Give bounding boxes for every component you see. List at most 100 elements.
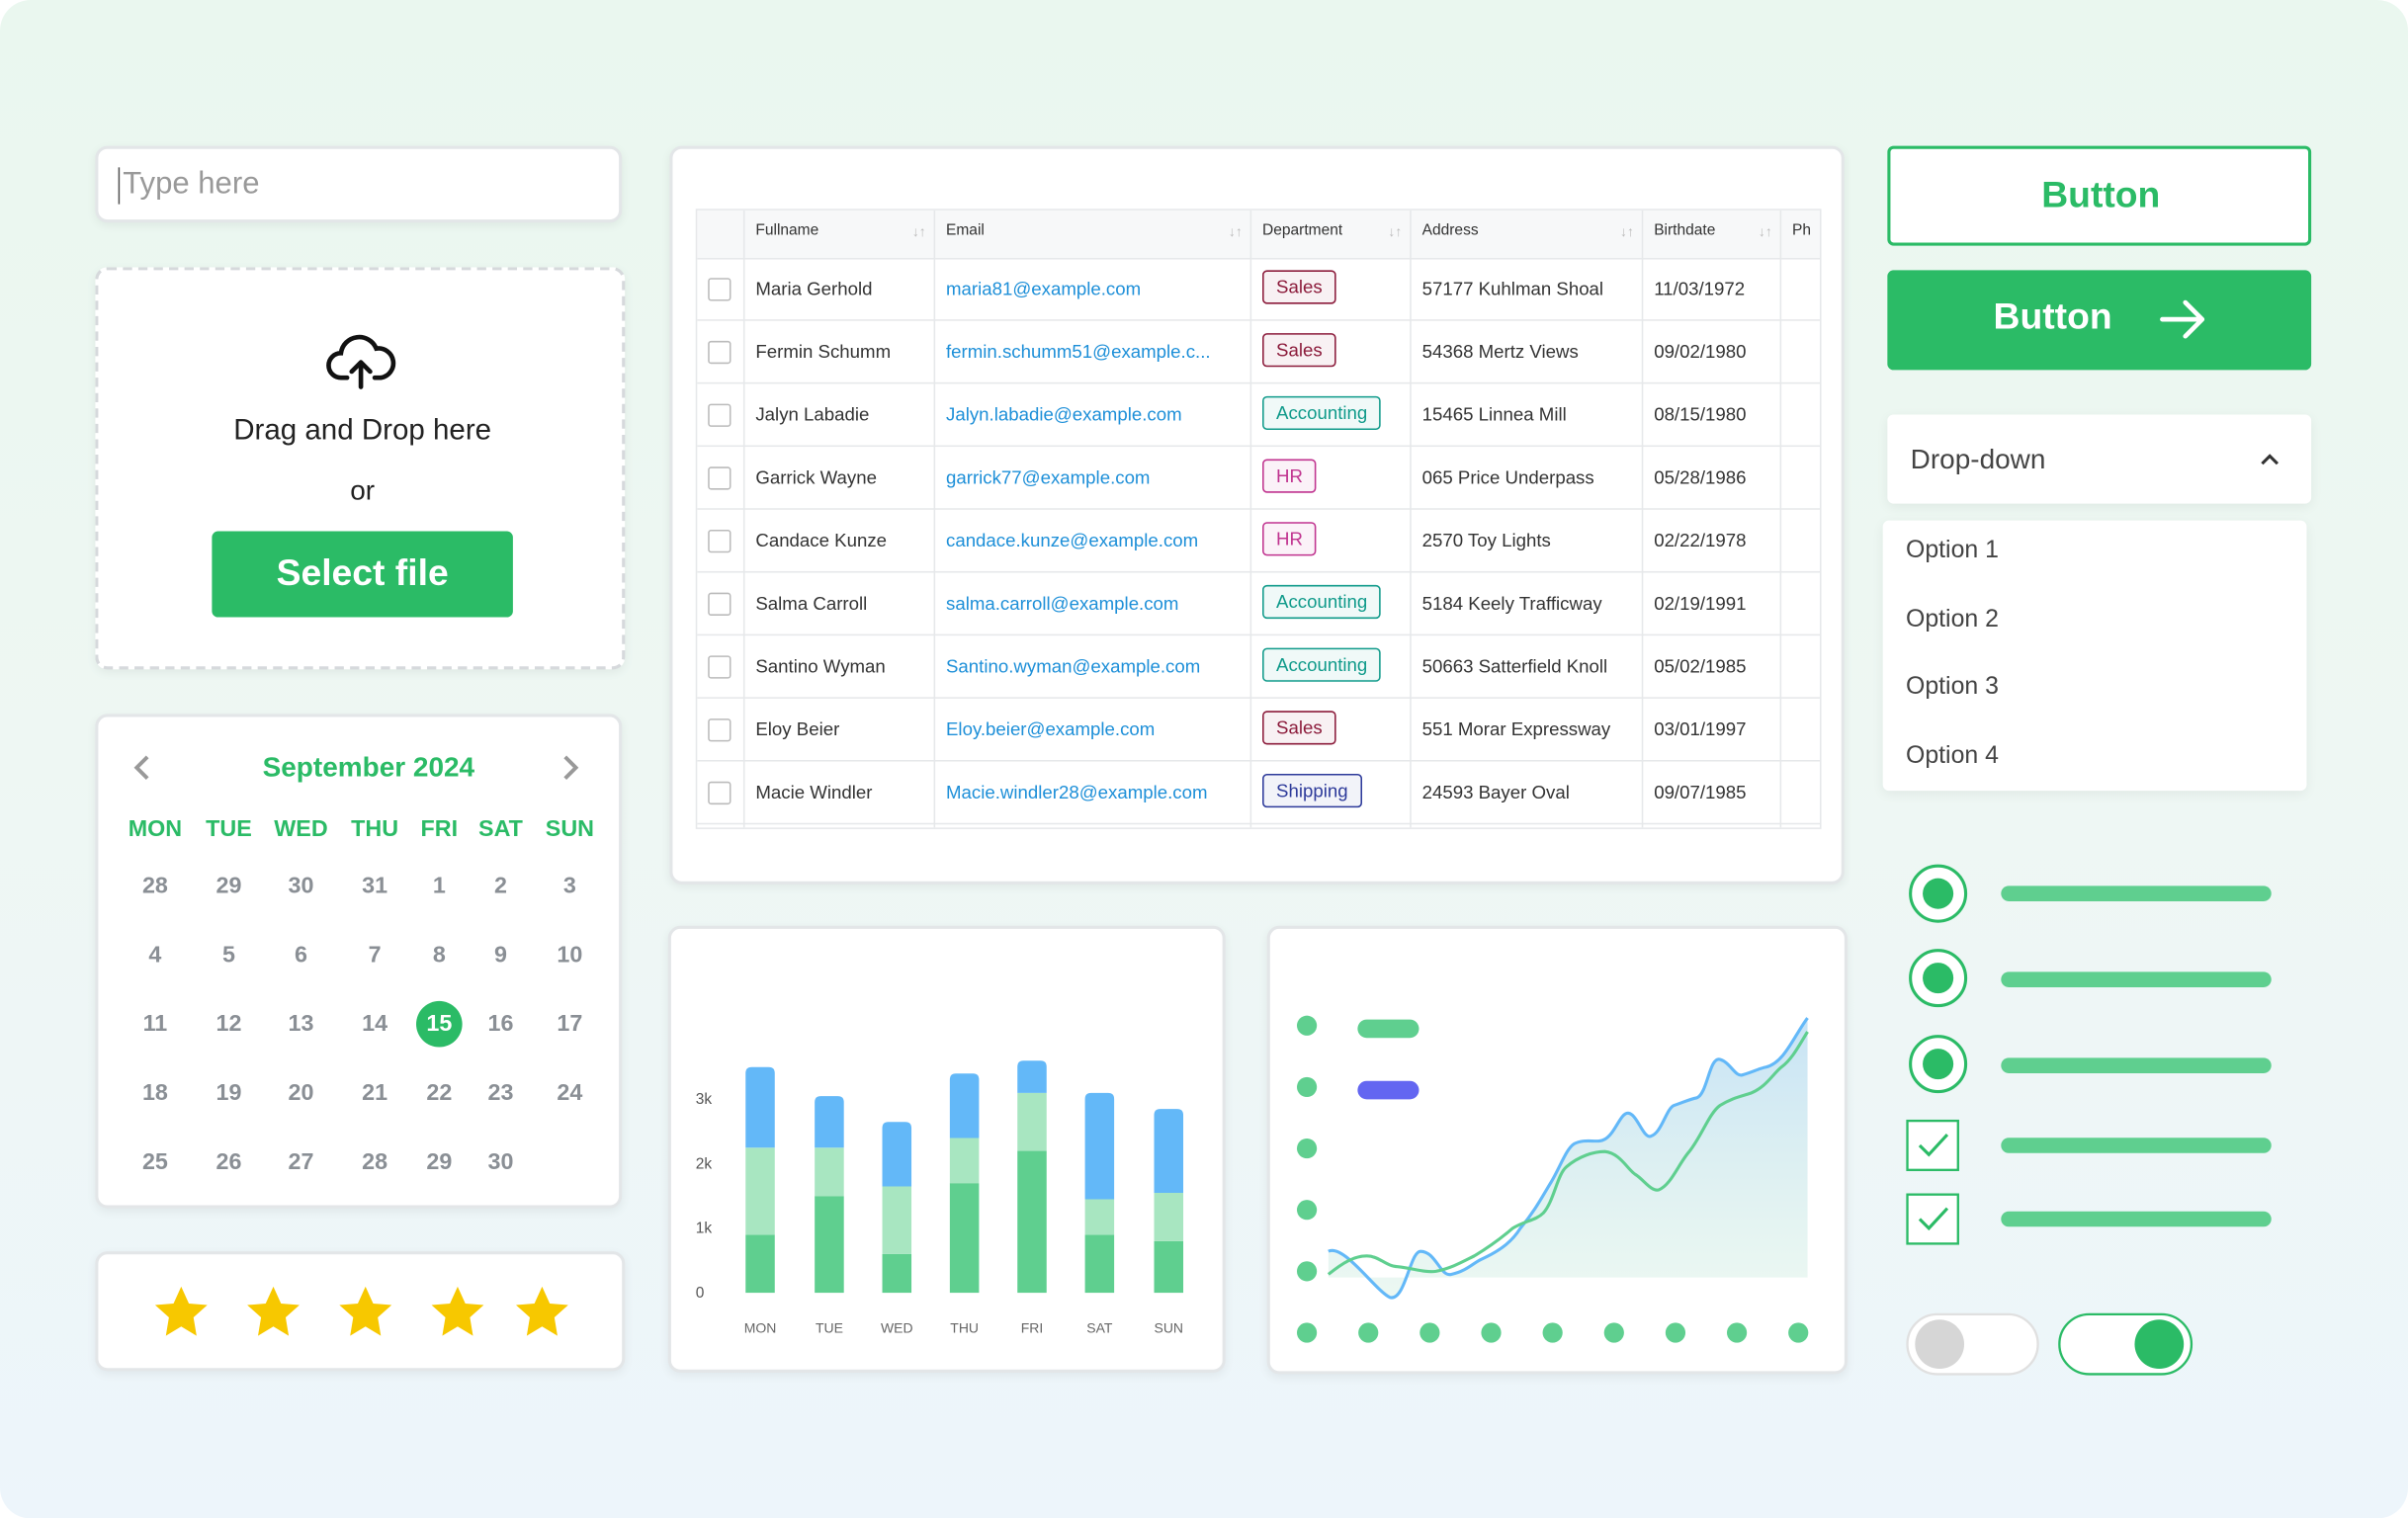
day[interactable]: 11 xyxy=(142,1011,168,1038)
department-badge: Accounting xyxy=(1262,647,1382,682)
row-checkbox[interactable] xyxy=(708,718,731,742)
upload-box[interactable]: Drag and Drop here or Select file xyxy=(95,267,626,670)
checkbox[interactable] xyxy=(1906,1193,1959,1245)
day[interactable]: 18 xyxy=(141,1079,168,1107)
column-header: Address xyxy=(1421,222,1479,240)
row-checkbox[interactable] xyxy=(708,340,731,365)
day[interactable]: 1 xyxy=(432,873,446,899)
weekday: TUE xyxy=(206,815,252,843)
bar-segment xyxy=(815,1196,844,1294)
department-badge: HR xyxy=(1262,459,1317,493)
text-input[interactable]: Type here xyxy=(95,145,623,223)
bar-segment xyxy=(745,1147,775,1235)
day[interactable]: 10 xyxy=(557,942,583,969)
star[interactable] xyxy=(431,1286,484,1336)
day[interactable]: 7 xyxy=(368,942,382,969)
day[interactable]: 3 xyxy=(562,873,576,899)
bar-segment xyxy=(1017,1060,1047,1093)
day[interactable]: 19 xyxy=(215,1079,242,1107)
filled-button[interactable]: Button xyxy=(1887,270,2312,371)
row-divider xyxy=(697,633,1820,636)
y-tick-label: 0 xyxy=(696,1285,705,1302)
day[interactable]: 9 xyxy=(493,942,507,969)
table-cell: 11/03/1972 xyxy=(1654,278,1746,299)
column-header: Department xyxy=(1262,222,1343,240)
radio[interactable] xyxy=(1909,949,1968,1008)
radio[interactable] xyxy=(1909,1035,1968,1094)
row-checkbox[interactable] xyxy=(708,781,731,805)
next-month[interactable] xyxy=(559,754,580,782)
day[interactable]: 28 xyxy=(362,1148,388,1176)
table-cell: 03/01/1997 xyxy=(1654,718,1747,740)
day[interactable]: 4 xyxy=(148,942,162,969)
y-tick-label: 3k xyxy=(696,1091,713,1108)
bar-segment xyxy=(949,1183,980,1294)
day[interactable]: 31 xyxy=(362,873,388,899)
day[interactable]: 30 xyxy=(487,1148,514,1176)
row-checkbox[interactable] xyxy=(708,655,731,679)
day[interactable]: 20 xyxy=(288,1079,314,1107)
day[interactable]: 6 xyxy=(295,942,307,969)
placeholder: Type here xyxy=(123,167,260,202)
outline-button[interactable]: Button xyxy=(1887,145,2312,246)
row-checkbox[interactable] xyxy=(708,466,731,490)
prev-month[interactable] xyxy=(132,754,154,782)
weekday: SAT xyxy=(478,815,523,843)
dropdown-option[interactable]: Option 3 xyxy=(1905,674,1999,702)
department-badge: Shipping xyxy=(1262,773,1362,808)
day[interactable]: 22 xyxy=(426,1079,453,1107)
star[interactable] xyxy=(247,1286,300,1336)
day[interactable]: 15 xyxy=(426,1011,453,1038)
day[interactable]: 24 xyxy=(557,1079,583,1107)
table-cell: 02/22/1978 xyxy=(1654,529,1747,551)
bar-segment xyxy=(745,1066,775,1148)
day[interactable]: 26 xyxy=(215,1148,242,1176)
day[interactable]: 21 xyxy=(362,1079,388,1107)
day[interactable]: 25 xyxy=(141,1148,168,1176)
star[interactable] xyxy=(154,1286,208,1336)
row-divider xyxy=(697,319,1820,321)
column-divider xyxy=(933,210,936,828)
table-cell: 5184 Keely Trafficway xyxy=(1421,592,1602,615)
x-tick-label: SAT xyxy=(1086,1319,1113,1335)
day[interactable]: 27 xyxy=(288,1148,314,1176)
table-cell: Fermin Schumm xyxy=(755,340,892,363)
x-tick-label: TUE xyxy=(816,1319,843,1335)
star[interactable] xyxy=(339,1286,392,1336)
row-checkbox[interactable] xyxy=(708,403,731,427)
day[interactable]: 30 xyxy=(288,873,314,899)
row-checkbox[interactable] xyxy=(708,529,731,553)
day[interactable]: 16 xyxy=(487,1011,514,1038)
dropdown-option[interactable]: Option 2 xyxy=(1905,606,1999,632)
star[interactable] xyxy=(515,1286,568,1336)
email: Macie.windler28@example.com xyxy=(945,781,1208,803)
row-checkbox[interactable] xyxy=(708,592,731,616)
checkbox[interactable] xyxy=(1906,1119,1959,1171)
day[interactable]: 5 xyxy=(222,942,235,969)
day[interactable]: 12 xyxy=(215,1011,242,1038)
row-checkbox[interactable] xyxy=(708,278,731,301)
day[interactable]: 29 xyxy=(426,1148,453,1176)
email: maria81@example.com xyxy=(945,278,1142,299)
day[interactable]: 14 xyxy=(362,1011,388,1038)
dropdown-option[interactable]: Option 4 xyxy=(1905,743,1999,770)
day[interactable]: 17 xyxy=(557,1011,583,1038)
day[interactable]: 29 xyxy=(215,873,242,899)
dropdown-option[interactable]: Option 1 xyxy=(1905,537,1999,564)
day[interactable]: 2 xyxy=(493,873,507,899)
day[interactable]: 8 xyxy=(432,942,446,969)
day[interactable]: 23 xyxy=(487,1079,514,1107)
radio[interactable] xyxy=(1909,864,1968,923)
calendar-title: September 2024 xyxy=(262,751,475,783)
dropdown[interactable]: Drop-down xyxy=(1887,414,2312,504)
arrow-icon xyxy=(2160,299,2205,339)
day[interactable]: 28 xyxy=(141,873,168,899)
department-badge: Accounting xyxy=(1262,584,1382,620)
email: fermin.schumm51@example.c... xyxy=(945,340,1211,363)
day[interactable]: 13 xyxy=(288,1011,314,1038)
toggle-off[interactable] xyxy=(1906,1312,2039,1376)
toggle-on[interactable] xyxy=(2058,1312,2193,1376)
select-file-button[interactable]: Select file xyxy=(212,531,513,618)
